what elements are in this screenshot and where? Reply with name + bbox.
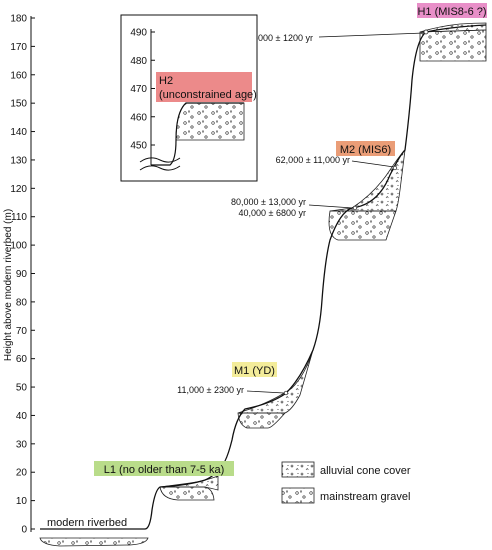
y-tick-label: 100 — [10, 241, 27, 252]
y-tick-label: 30 — [16, 439, 28, 450]
m1-label-bg — [232, 362, 277, 377]
y-axis: 0 10 20 30 40 50 60 70 80 90 100 110 120 130 140 150 160… — [10, 14, 35, 536]
inset-break-mark — [139, 157, 181, 171]
m2-label: M2 (MIS6) — [336, 141, 395, 156]
y-tick-label: 130 — [10, 155, 27, 166]
h1-label: H1 (MIS8-6 ?) — [417, 3, 487, 18]
m2-label-bg — [336, 141, 395, 156]
y-tick-label: 20 — [16, 468, 28, 479]
y-tick-label: 50 — [16, 383, 28, 394]
h1-label-bg — [417, 3, 487, 18]
h2-label-line1: H2 — [159, 75, 173, 87]
m1-label: M1 (YD) — [232, 362, 277, 377]
legend: alluvial cone cover mainstream gravel — [281, 461, 411, 504]
y-tick-label: 70 — [16, 326, 28, 337]
inset-tick-label: 490 — [130, 28, 147, 39]
y-tick-label: 10 — [16, 496, 28, 507]
y-tick-label: 80 — [16, 297, 28, 308]
m1-date: 11,000 ± 2300 yr — [177, 385, 244, 395]
h1-date: 5000 ± 1200 yr — [253, 33, 313, 43]
y-tick-label: 150 — [10, 99, 27, 110]
y-tick-label: 0 — [21, 525, 27, 536]
y-tick-label: 90 — [16, 269, 28, 280]
y-tick-label: 170 — [10, 42, 27, 53]
inset-tick-label: 470 — [130, 84, 147, 95]
riverbed-label: modern riverbed — [47, 517, 127, 529]
inset-tick-label: 480 — [130, 56, 147, 67]
y-tick-label: 140 — [10, 127, 27, 138]
h2-profile-line — [151, 102, 244, 166]
m1-gravel — [237, 412, 286, 429]
svg-text:M1 (YD): M1 (YD) — [234, 365, 275, 377]
y-tick-label: 40 — [16, 411, 28, 422]
legend-mainstream-label: mainstream gravel — [320, 491, 410, 503]
m2-date-upper: 62,000 ± 11,000 yr — [276, 155, 350, 165]
h2-gravel — [175, 102, 245, 141]
y-tick-label: 110 — [11, 212, 27, 223]
inset-tick-label: 460 — [130, 112, 147, 123]
l1-gravel — [159, 486, 215, 501]
y-axis-title: Height above modern riverbed (m) — [3, 209, 14, 361]
inset-h2: 450 460 470 480 490 H2 (unconstrained age) — [120, 14, 258, 182]
svg-text:L1 (no older than 7-5 ka): L1 (no older than 7-5 ka) — [104, 464, 224, 476]
legend-mainstream-swatch — [281, 487, 315, 504]
m2-date-lower-2: 40,000 ± 6800 yr — [239, 208, 307, 218]
m2-gravel — [328, 210, 397, 241]
m2-date-lower-1: 80,000 ± 13,000 yr — [231, 197, 306, 207]
riverbed-gravel — [39, 537, 149, 547]
mainstream-gravel-bodies — [39, 29, 487, 547]
y-tick-label: 160 — [10, 70, 27, 81]
legend-alluvial-label: alluvial cone cover — [320, 465, 411, 477]
h2-label-bg — [156, 72, 252, 102]
l1-label-bg — [94, 461, 234, 476]
h1-gravel — [419, 29, 487, 62]
y-tick-label: 60 — [16, 354, 28, 365]
svg-text:M2 (MIS6): M2 (MIS6) — [340, 144, 391, 156]
svg-text:H1 (MIS8-6 ?): H1 (MIS8-6 ?) — [417, 6, 486, 18]
legend-alluvial-swatch — [281, 461, 315, 478]
date-markers — [246, 29, 429, 396]
y-tick-label: 180 — [10, 14, 27, 25]
y-tick-label: 120 — [10, 184, 27, 195]
m1-cone — [237, 349, 314, 414]
h2-label-line2: (unconstrained age) — [159, 89, 257, 101]
terrace-profile-line — [40, 24, 487, 530]
inset-tick-label: 450 — [130, 141, 147, 152]
l1-label: L1 (no older than 7-5 ka) — [94, 461, 234, 476]
